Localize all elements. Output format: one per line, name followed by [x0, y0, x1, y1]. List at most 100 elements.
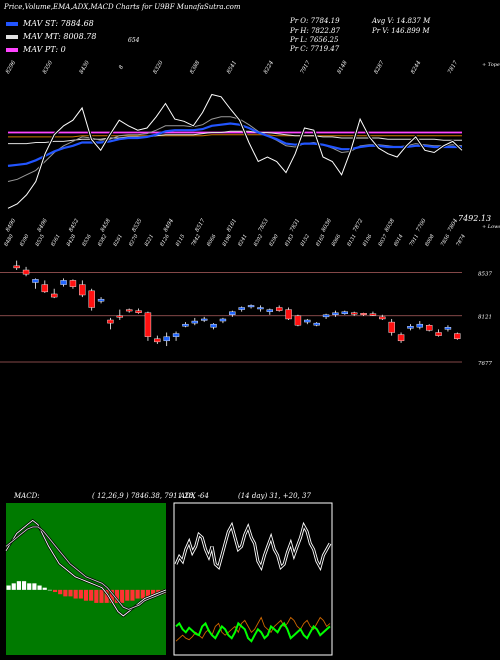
macd-hist-bar — [21, 581, 27, 590]
macd-hist-bar — [78, 589, 83, 599]
candle-body — [200, 318, 208, 321]
candle-body — [275, 307, 283, 311]
price-top-label: 8115 — [175, 233, 187, 247]
price-top-label: 8126 — [159, 233, 171, 248]
price-top-label: 8131 — [346, 233, 358, 247]
legend-label-st: MAV ST: 7884.68 — [23, 19, 94, 28]
price-top-label: 7856 — [440, 233, 452, 248]
chart-title: Price,Volume,EMA,ADX,MACD Charts for U9B… — [4, 3, 241, 11]
macd-hist-bar — [125, 589, 130, 601]
ema-bottom-label: 7872 — [352, 218, 364, 234]
ema-top-label: 8350 — [42, 60, 54, 76]
macd-hist-bar — [68, 589, 73, 597]
candle-body — [294, 315, 302, 326]
candle-body — [97, 298, 105, 302]
ema-line-outline — [7, 92, 464, 210]
candle-body — [397, 334, 405, 342]
price-top-label: 8106 — [362, 233, 374, 248]
candle-body — [407, 326, 414, 329]
candle-body — [313, 322, 320, 326]
ema-top-label: 8287 — [373, 60, 385, 76]
candle-body — [116, 315, 124, 318]
price-top-label: 8066 — [206, 233, 218, 248]
ema-top-label: 7817 — [447, 60, 459, 76]
price-top-label: 7842 — [190, 233, 202, 247]
macd-hist-bar — [37, 585, 42, 590]
price-top-label: 8037 — [377, 233, 389, 248]
price-close: Pr C: 7719.47 — [290, 45, 340, 53]
adx-line-inner — [175, 524, 331, 569]
price-volume: Pr V: 146.899 M — [372, 27, 430, 35]
macd-label: MACD: — [13, 492, 40, 500]
ema-top-label: 8244 — [410, 60, 422, 76]
price-top-label: 8480 — [3, 233, 15, 248]
ema-top-label: 7917 — [300, 60, 312, 76]
candle-body — [125, 309, 133, 312]
ema-right-bottom-label: + Lowe — [482, 224, 500, 230]
candle-body — [350, 312, 358, 315]
macd-line — [5, 526, 167, 610]
ema-top-label: 8320 — [152, 60, 164, 76]
macd-hist-bar — [42, 587, 47, 590]
candle-body — [247, 305, 255, 308]
macd-hist-bar — [16, 581, 21, 590]
price-top-label: 8536 — [81, 233, 93, 248]
price-panel: 8537 8121 7677 8480 8390 8535 8361 8428 8536 8382… — [0, 233, 492, 367]
candle-body — [135, 310, 142, 313]
candle-body — [229, 311, 236, 315]
price-low: Pr L: 7656.25 — [290, 36, 339, 44]
candle-body — [416, 323, 424, 328]
ema-bottom-label: 7700 — [415, 218, 427, 234]
legend-swatch-mt — [6, 35, 18, 39]
macd-hist-bar — [83, 589, 89, 601]
ema-bottom-label: 8161 — [226, 218, 238, 233]
price-top-label: 8390 — [19, 233, 31, 248]
price-top-label: 8183 — [284, 233, 296, 247]
ema-right-value: 7492.13 — [458, 214, 491, 223]
ema-bottom-label: 8036 — [321, 218, 333, 234]
candle-body — [435, 332, 442, 336]
adx-params: (14 day) 31, +20, 37 — [238, 492, 311, 500]
macd-hist-bar — [58, 589, 63, 595]
macd-hist-bar — [47, 589, 52, 591]
macd-hist-bar — [73, 589, 78, 599]
ema-bottom-label: 8517 — [194, 218, 206, 234]
macd-background — [6, 503, 166, 655]
average-volume: Avg V: 14.837 M — [372, 17, 431, 25]
legend-swatch-st — [6, 22, 18, 26]
candle-body — [32, 279, 39, 283]
candle-body — [341, 311, 349, 314]
macd-panel: MACD: ( 12,26,9 ) 7846.38, 7911.28, -64 — [4, 492, 209, 655]
macd-hist-bar — [120, 589, 125, 603]
price-top-label: 8152 — [299, 233, 311, 247]
price-top-label: 7911 — [409, 233, 421, 247]
candle-body — [41, 284, 49, 293]
price-open: Pr O: 7784.19 — [290, 17, 340, 25]
candle-body — [444, 327, 452, 330]
candle-body — [332, 312, 339, 315]
ema-panel: 8296 8350 8430 8 8320 8388 8541 8224 7917 8148 828… — [5, 60, 500, 234]
ema-top-label: 8224 — [263, 60, 275, 76]
price-top-label: 8198 — [222, 233, 234, 247]
ema-series-line — [7, 122, 462, 167]
price-top-label: 8302 — [253, 233, 265, 247]
legend-label-mt: MAV MT: 8008.78 — [23, 32, 97, 41]
ema-bottom-label: 8494 — [163, 218, 175, 234]
ema-bottom-label: 8458 — [100, 218, 112, 234]
candle-body — [266, 309, 274, 312]
price-top-label: 8428 — [66, 233, 78, 247]
adx-minus-di-line — [175, 616, 331, 642]
macd-hist-bar — [89, 589, 94, 601]
ema-bottom-label: 8490 — [5, 218, 17, 234]
price-level-label: 8537 — [478, 271, 492, 277]
candle-body — [191, 320, 199, 324]
adx-plus-di-line — [175, 621, 331, 643]
candle-body — [144, 312, 152, 337]
candle-body — [322, 314, 330, 318]
legend-label-pt: MAV PT: 0 — [23, 45, 66, 54]
candle-body — [13, 265, 20, 269]
macd-hist-bar — [104, 589, 109, 603]
macd-hist-bar — [151, 589, 156, 597]
candle-body — [257, 307, 264, 310]
